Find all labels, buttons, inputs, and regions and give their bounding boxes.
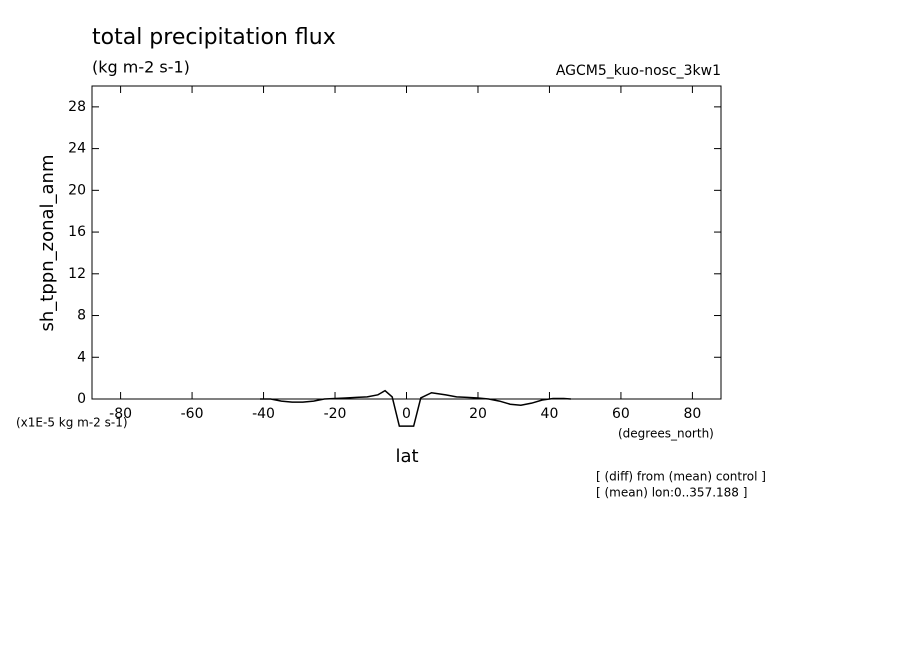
x-tick-label: 20 bbox=[469, 406, 487, 422]
y-tick-label: 4 bbox=[77, 349, 86, 365]
x-tick-label: 80 bbox=[683, 406, 701, 422]
chart-title: total precipitation flux bbox=[92, 25, 336, 50]
chart-subtitle: (kg m-2 s-1) bbox=[92, 58, 190, 77]
x-units: (degrees_north) bbox=[618, 427, 714, 441]
x-tick-label: 0 bbox=[402, 406, 411, 422]
y-tick-label: 20 bbox=[68, 182, 86, 198]
y-tick-label: 8 bbox=[77, 308, 86, 324]
plot-frame bbox=[91, 85, 722, 400]
x-tick-label: 40 bbox=[541, 406, 559, 422]
x-tick-label: -80 bbox=[109, 406, 132, 422]
note: [ (diff) from (mean) control ] bbox=[596, 470, 766, 484]
x-tick-label: -20 bbox=[324, 406, 347, 422]
x-tick-label: 60 bbox=[612, 406, 630, 422]
data-line bbox=[259, 389, 571, 427]
x-tick-label: -60 bbox=[181, 406, 204, 422]
y-tick-label: 12 bbox=[68, 266, 86, 282]
y-tick-label: 0 bbox=[77, 391, 86, 407]
dataset-label: AGCM5_kuo-nosc_3kw1 bbox=[556, 63, 721, 79]
y-axis-label: sh_tppn_zonal_anm bbox=[37, 155, 58, 332]
y-tick-label: 28 bbox=[68, 99, 86, 115]
y-units: (x1E-5 kg m-2 s-1) bbox=[16, 416, 128, 430]
x-tick-label: -40 bbox=[252, 406, 275, 422]
y-tick-label: 16 bbox=[68, 224, 86, 240]
note: [ (mean) lon:0..357.188 ] bbox=[596, 486, 747, 500]
y-tick-label: 24 bbox=[68, 141, 86, 157]
x-axis-label: lat bbox=[395, 446, 418, 467]
